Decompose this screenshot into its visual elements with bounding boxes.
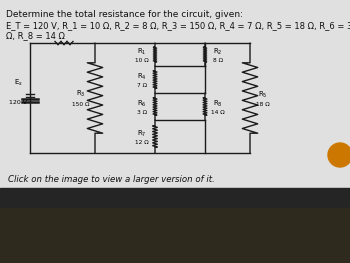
Circle shape bbox=[328, 143, 350, 167]
Text: 14 Ω: 14 Ω bbox=[211, 110, 225, 115]
Text: 10 Ω: 10 Ω bbox=[135, 58, 149, 63]
Text: R$_7$: R$_7$ bbox=[137, 128, 147, 139]
Text: 8 Ω: 8 Ω bbox=[213, 58, 223, 63]
Text: 18 Ω: 18 Ω bbox=[256, 102, 270, 107]
Bar bbox=[0, 0, 350, 188]
Text: Ω, R_8 = 14 Ω: Ω, R_8 = 14 Ω bbox=[6, 31, 65, 40]
Text: R$_5$: R$_5$ bbox=[258, 90, 268, 100]
Text: 7 Ω: 7 Ω bbox=[137, 83, 147, 88]
Text: 3 Ω: 3 Ω bbox=[137, 110, 147, 115]
Text: R$_6$: R$_6$ bbox=[137, 98, 147, 109]
Text: E_T = 120 V, R_1 = 10 Ω, R_2 = 8 Ω, R_3 = 150 Ω, R_4 = 7 Ω, R_5 = 18 Ω, R_6 = 3 : E_T = 120 V, R_1 = 10 Ω, R_2 = 8 Ω, R_3 … bbox=[6, 21, 350, 30]
Text: 120 V: 120 V bbox=[9, 100, 27, 105]
Text: R$_8$: R$_8$ bbox=[213, 98, 223, 109]
Text: Click on the image to view a larger version of it.: Click on the image to view a larger vers… bbox=[8, 175, 215, 184]
Text: E$_s$: E$_s$ bbox=[14, 78, 22, 88]
Text: 12 Ω: 12 Ω bbox=[135, 140, 149, 145]
Text: R$_3$: R$_3$ bbox=[76, 89, 86, 99]
Text: 150 Ω: 150 Ω bbox=[72, 102, 90, 107]
Text: R$_2$: R$_2$ bbox=[213, 46, 223, 57]
Bar bbox=[0, 208, 350, 263]
Text: R$_4$: R$_4$ bbox=[137, 71, 147, 82]
Text: R$_1$: R$_1$ bbox=[137, 46, 147, 57]
Text: Determine the total resistance for the circuit, given:: Determine the total resistance for the c… bbox=[6, 10, 243, 19]
Bar bbox=[0, 188, 350, 263]
